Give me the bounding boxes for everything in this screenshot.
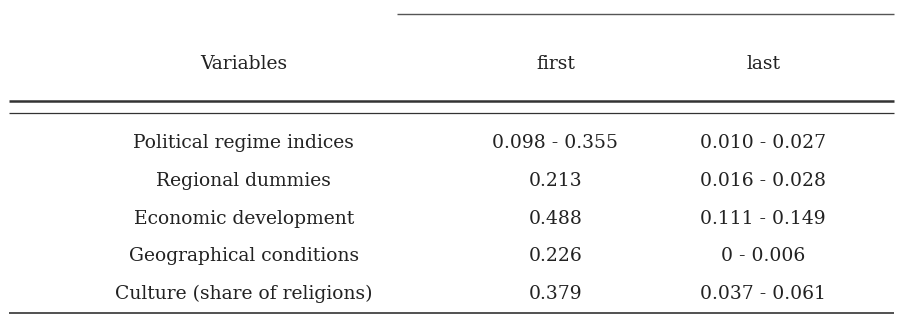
Text: Variables: Variables bbox=[200, 55, 287, 73]
Text: 0.098 - 0.355: 0.098 - 0.355 bbox=[492, 134, 618, 152]
Text: first: first bbox=[535, 55, 575, 73]
Text: 0.226: 0.226 bbox=[528, 247, 582, 265]
Text: 0.488: 0.488 bbox=[528, 210, 582, 228]
Text: Political regime indices: Political regime indices bbox=[133, 134, 354, 152]
Text: Economic development: Economic development bbox=[133, 210, 354, 228]
Text: 0.010 - 0.027: 0.010 - 0.027 bbox=[699, 134, 825, 152]
Text: 0.213: 0.213 bbox=[528, 172, 582, 190]
Text: 0 - 0.006: 0 - 0.006 bbox=[720, 247, 805, 265]
Text: 0.111 - 0.149: 0.111 - 0.149 bbox=[699, 210, 825, 228]
Text: 0.037 - 0.061: 0.037 - 0.061 bbox=[699, 285, 825, 303]
Text: Geographical conditions: Geographical conditions bbox=[129, 247, 358, 265]
Text: 0.016 - 0.028: 0.016 - 0.028 bbox=[699, 172, 825, 190]
Text: Culture (share of religions): Culture (share of religions) bbox=[115, 285, 373, 303]
Text: last: last bbox=[745, 55, 779, 73]
Text: 0.379: 0.379 bbox=[528, 285, 582, 303]
Text: Regional dummies: Regional dummies bbox=[156, 172, 331, 190]
